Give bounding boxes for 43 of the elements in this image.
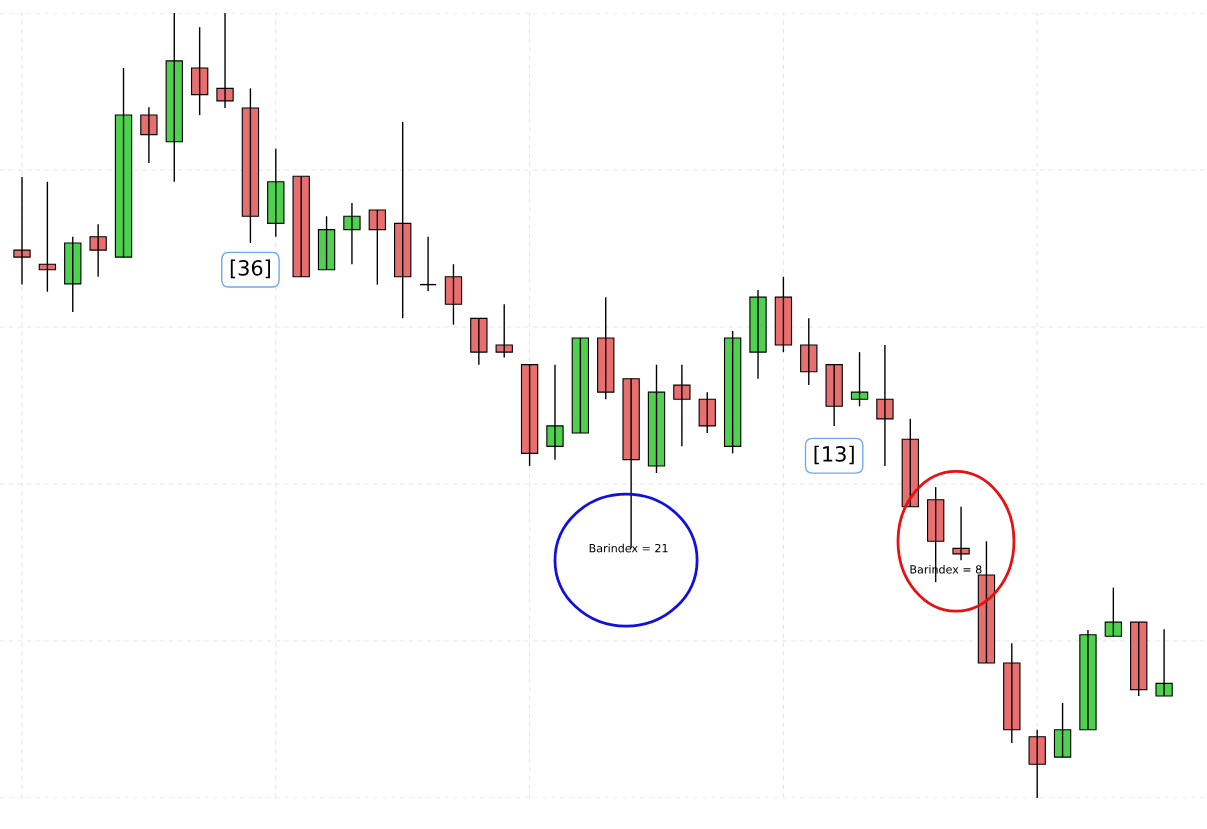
candlestick xyxy=(1028,729,1046,798)
candlestick xyxy=(520,363,539,467)
candlestick xyxy=(241,87,260,244)
candlestick xyxy=(723,330,742,455)
candlestick xyxy=(444,263,463,326)
candlestick xyxy=(850,351,869,407)
candlestick xyxy=(571,337,590,434)
candlestick xyxy=(1053,702,1072,758)
annotation: [36] xyxy=(230,259,271,279)
annotation: Barindex = 21 xyxy=(589,543,668,553)
candlestick xyxy=(140,106,158,164)
candlestick xyxy=(267,148,285,238)
candlestick xyxy=(495,303,513,359)
candlestick xyxy=(1003,642,1021,744)
candlestick xyxy=(470,317,488,366)
candlestick xyxy=(368,209,386,286)
candlestick xyxy=(546,363,564,461)
candlestick xyxy=(647,363,666,474)
candlestick xyxy=(698,391,716,434)
candlestick xyxy=(64,236,82,313)
candlestick xyxy=(165,13,183,183)
candlestick xyxy=(1079,629,1097,731)
candlestick xyxy=(394,121,412,320)
candlestick xyxy=(190,26,209,116)
candlestick xyxy=(292,175,310,278)
candlestick xyxy=(89,223,107,278)
candlestick xyxy=(1130,621,1148,697)
candlestick xyxy=(1104,586,1123,637)
candlestick xyxy=(114,67,133,258)
candlestick xyxy=(825,363,843,427)
candlestick xyxy=(673,363,691,448)
candlestick xyxy=(952,506,970,561)
candlestick xyxy=(1155,628,1173,697)
candlestick xyxy=(977,540,996,664)
candlestick xyxy=(13,176,31,286)
candlestick xyxy=(774,276,793,353)
candlestick xyxy=(216,13,234,109)
candlestick xyxy=(800,317,818,386)
candlestick xyxy=(317,215,336,271)
candlestick xyxy=(343,202,361,265)
annotation: [13] xyxy=(814,445,854,465)
candlestick xyxy=(597,296,615,400)
candlestick xyxy=(749,289,767,380)
